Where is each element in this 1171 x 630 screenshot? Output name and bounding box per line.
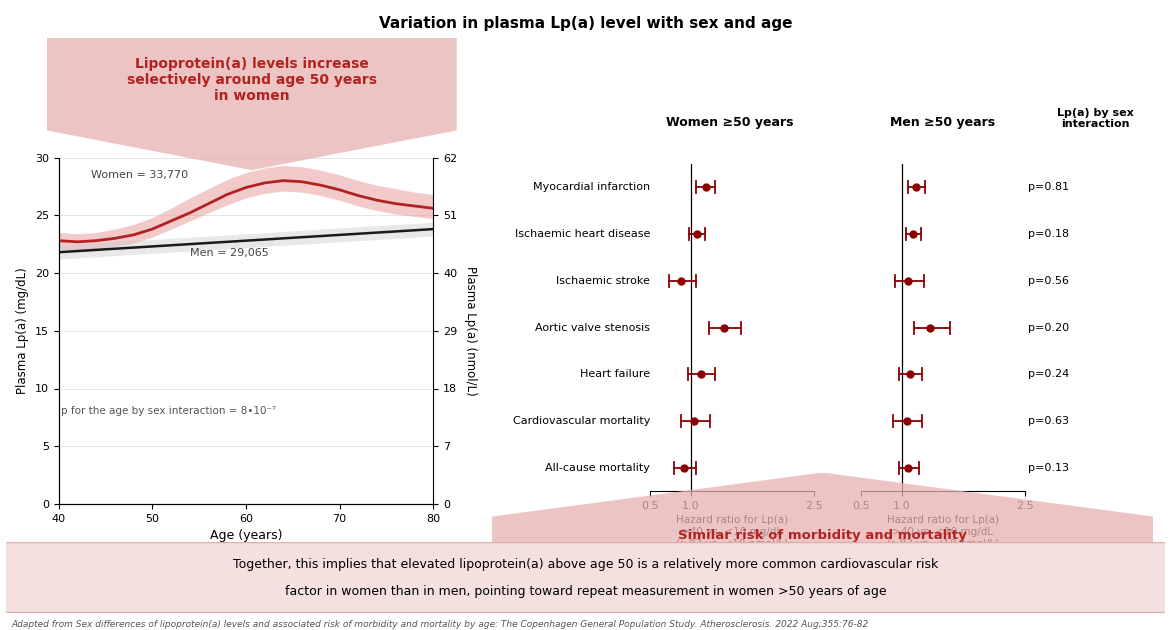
- X-axis label: Hazard ratio for Lp(a)
>40 vs. <10 mg/dL
(>83 vs. <18 nmol/L): Hazard ratio for Lp(a) >40 vs. <10 mg/dL…: [676, 515, 788, 549]
- X-axis label: Hazard ratio for Lp(a)
>40 vs. <10 mg/dL
(>83 vs. <18 nmol/L): Hazard ratio for Lp(a) >40 vs. <10 mg/dL…: [886, 515, 999, 549]
- Text: Variation in plasma Lp(a) level with sex and age: Variation in plasma Lp(a) level with sex…: [378, 16, 793, 31]
- Text: factor in women than in men, pointing toward repeat measurement in women >50 yea: factor in women than in men, pointing to…: [285, 585, 886, 598]
- Text: p=0.56: p=0.56: [1028, 276, 1069, 286]
- Text: All-cause mortality: All-cause mortality: [545, 463, 650, 473]
- Text: Men = 29,065: Men = 29,065: [190, 248, 268, 258]
- Text: Women ≥50 years: Women ≥50 years: [666, 116, 793, 129]
- Text: p=0.24: p=0.24: [1028, 369, 1069, 379]
- FancyBboxPatch shape: [0, 542, 1171, 612]
- Text: Ischaemic stroke: Ischaemic stroke: [556, 276, 650, 286]
- Text: Heart failure: Heart failure: [580, 369, 650, 379]
- Text: p=0.81: p=0.81: [1028, 182, 1069, 192]
- Text: Men ≥50 years: Men ≥50 years: [890, 116, 995, 129]
- Text: Myocardial infarction: Myocardial infarction: [533, 182, 650, 192]
- Text: Cardiovascular mortality: Cardiovascular mortality: [513, 416, 650, 427]
- Text: Together, this implies that elevated lipoprotein(a) above age 50 is a relatively: Together, this implies that elevated lip…: [233, 558, 938, 571]
- Text: Lipoprotein(a) levels increase
selectively around age 50 years
in women: Lipoprotein(a) levels increase selective…: [126, 57, 377, 103]
- Text: Aortic valve stenosis: Aortic valve stenosis: [535, 323, 650, 333]
- Polygon shape: [47, 38, 457, 170]
- Text: Similar risk of morbidity and mortality
for lipoprotein(a) >40 mg/dL (83 nmol/L): Similar risk of morbidity and mortality …: [624, 529, 1021, 572]
- Text: p=0.63: p=0.63: [1028, 416, 1069, 427]
- Text: p=0.20: p=0.20: [1028, 323, 1069, 333]
- Text: Adapted from Sex differences of lipoprotein(a) levels and associated risk of mor: Adapted from Sex differences of lipoprot…: [12, 620, 869, 629]
- Text: p for the age by sex interaction = 8•10⁻⁷: p for the age by sex interaction = 8•10⁻…: [61, 406, 276, 416]
- Polygon shape: [492, 472, 1153, 598]
- Y-axis label: Plasma Lp(a) (nmol/L): Plasma Lp(a) (nmol/L): [464, 266, 477, 396]
- Y-axis label: Plasma Lp(a) (mg/dL): Plasma Lp(a) (mg/dL): [16, 267, 29, 394]
- Text: p=0.13: p=0.13: [1028, 463, 1069, 473]
- Text: Lp(a) by sex
interaction: Lp(a) by sex interaction: [1056, 108, 1134, 129]
- Text: p=0.18: p=0.18: [1028, 229, 1069, 239]
- Text: Ischaemic heart disease: Ischaemic heart disease: [514, 229, 650, 239]
- Text: Women = 33,770: Women = 33,770: [91, 170, 189, 180]
- X-axis label: Age (years): Age (years): [210, 529, 282, 542]
